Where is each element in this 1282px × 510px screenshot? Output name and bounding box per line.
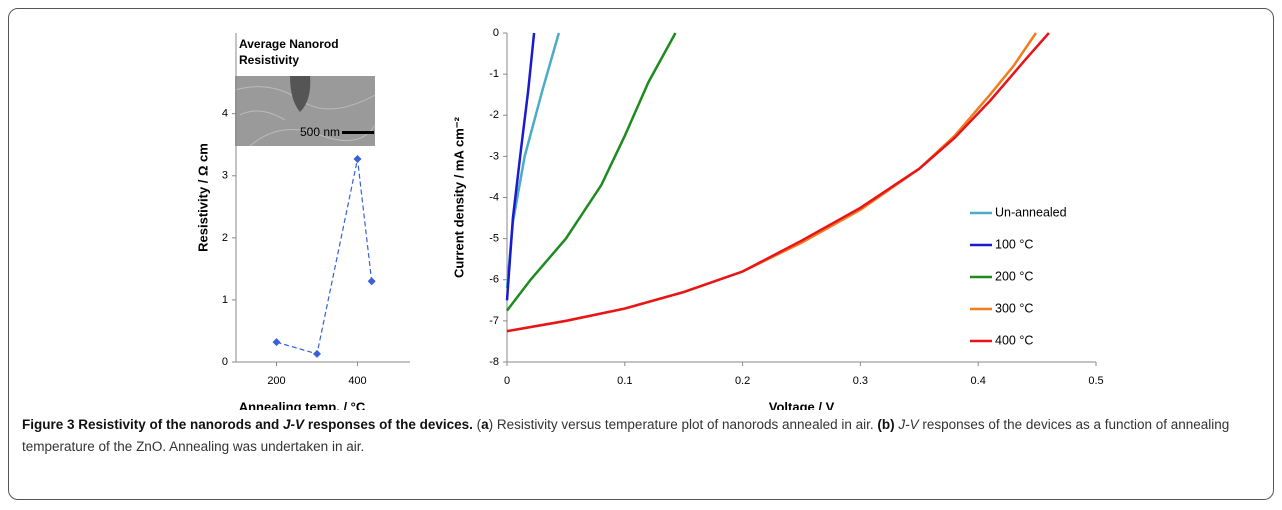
x-tick-label: 0.3 bbox=[853, 375, 868, 387]
series-line bbox=[276, 158, 373, 355]
y-tick-label: -3 bbox=[489, 150, 499, 162]
series-line bbox=[506, 32, 1037, 333]
series-line bbox=[505, 32, 561, 289]
caption-text: J-V bbox=[898, 417, 919, 432]
scale-bar-label: 500 nm bbox=[300, 125, 340, 139]
y-tick-label: -4 bbox=[489, 191, 499, 203]
caption-text: (b) bbox=[877, 417, 899, 432]
caption-text: Figure 3 Resistivity of the nanorods and bbox=[22, 417, 284, 432]
x-axis-label: Annealing temp. / °C bbox=[239, 399, 366, 410]
y-axis-label: Resistivity / Ω cm bbox=[195, 143, 210, 252]
scale-bar bbox=[342, 131, 374, 134]
series-line bbox=[506, 32, 677, 312]
x-tick-label: 0.5 bbox=[1088, 375, 1103, 387]
y-tick-label: -5 bbox=[489, 233, 499, 245]
x-tick-label: 200 bbox=[267, 375, 285, 387]
x-axis-label: Voltage / V bbox=[769, 399, 835, 410]
y-tick-label: 1 bbox=[222, 294, 228, 306]
x-tick-label: 400 bbox=[348, 375, 366, 387]
y-tick-label: 0 bbox=[493, 27, 499, 39]
y-tick-label: 3 bbox=[222, 170, 228, 182]
caption-text: J-V bbox=[283, 417, 305, 432]
caption-text: ) Resistivity versus temperature plot of… bbox=[488, 417, 878, 432]
annotation: Average Nanorod bbox=[239, 37, 339, 51]
annotation: Resistivity bbox=[239, 53, 299, 67]
y-tick-label: 4 bbox=[222, 108, 228, 120]
series-line bbox=[506, 32, 1050, 333]
series-line bbox=[505, 32, 536, 301]
legend-label: 300 °C bbox=[995, 301, 1033, 315]
y-tick-label: 0 bbox=[222, 356, 228, 368]
y-tick-label: -8 bbox=[489, 356, 499, 368]
caption-text: ( bbox=[472, 417, 482, 432]
x-tick-label: 0.1 bbox=[617, 375, 632, 387]
y-tick-label: -7 bbox=[489, 315, 499, 327]
legend-label: 200 °C bbox=[995, 269, 1033, 283]
y-tick-label: 2 bbox=[222, 232, 228, 244]
x-tick-label: 0 bbox=[504, 375, 510, 387]
y-tick-label: -6 bbox=[489, 274, 499, 286]
sem-tip bbox=[290, 76, 311, 112]
legend-label: 100 °C bbox=[995, 237, 1033, 251]
legend-label: Un-annealed bbox=[995, 205, 1067, 219]
caption: Figure 3 Resistivity of the nanorods and… bbox=[22, 414, 1262, 458]
legend-label: 400 °C bbox=[995, 333, 1033, 347]
x-tick-label: 0.4 bbox=[971, 375, 986, 387]
caption-text: a bbox=[481, 417, 489, 432]
data-point bbox=[272, 338, 281, 347]
data-point bbox=[353, 155, 362, 164]
caption-text: responses of the devices as a function o… bbox=[22, 417, 1230, 454]
figure-frame bbox=[8, 8, 1274, 500]
data-point bbox=[367, 277, 376, 286]
y-axis-label: Current density / mA cm⁻² bbox=[451, 116, 466, 278]
y-tick-label: -2 bbox=[489, 109, 499, 121]
caption-text: responses of the devices. bbox=[304, 417, 473, 432]
x-tick-label: 0.2 bbox=[735, 375, 750, 387]
data-point bbox=[313, 349, 321, 358]
y-tick-label: -1 bbox=[489, 68, 499, 80]
